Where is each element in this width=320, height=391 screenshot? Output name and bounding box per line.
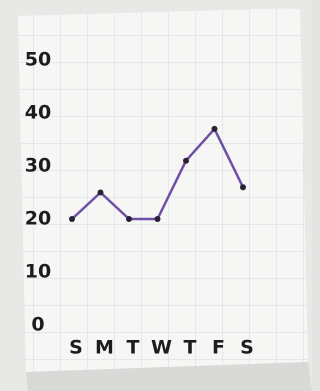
y-tick-label: 30 xyxy=(25,155,51,177)
data-point xyxy=(69,216,75,222)
data-point xyxy=(183,158,189,164)
y-tick-label: 50 xyxy=(25,49,51,71)
data-point xyxy=(155,216,161,222)
data-point xyxy=(240,184,246,190)
x-tick-label: S xyxy=(69,337,83,359)
y-tick-label: 0 xyxy=(31,314,44,336)
x-tick-label: W xyxy=(151,337,172,359)
data-point xyxy=(126,216,132,222)
page: 01020304050SMTWTFS (() => { const data =… xyxy=(0,0,320,391)
x-tick-label: T xyxy=(127,337,140,359)
y-tick-label: 10 xyxy=(25,261,51,283)
x-tick-label: S xyxy=(240,337,254,359)
y-tick-label: 40 xyxy=(25,102,51,124)
x-tick-label: T xyxy=(184,337,197,359)
data-point xyxy=(98,190,104,196)
x-tick-label: M xyxy=(95,337,114,359)
y-tick-label: 20 xyxy=(25,208,51,230)
x-tick-label: F xyxy=(212,337,225,359)
data-point xyxy=(212,126,218,132)
paper-grid xyxy=(18,8,308,372)
